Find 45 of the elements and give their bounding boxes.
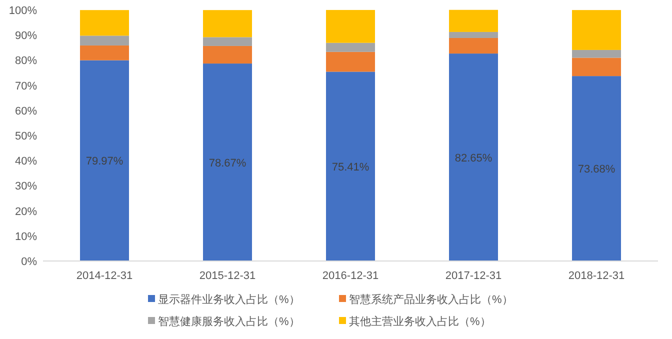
x-tick-label: 2018-12-31 [568,270,625,282]
y-tick-label: 80% [14,55,38,68]
bar [80,45,129,60]
bar [449,38,498,54]
bar [572,10,621,50]
bar [80,36,129,46]
legend-label: 其他主营业务收入占比（%） [349,315,491,328]
bar [326,10,375,43]
bar [572,58,621,76]
bar [572,50,621,58]
bar [203,37,252,46]
y-tick-label: 70% [14,80,38,92]
data-label: 82.65% [454,152,492,164]
x-tick-label: 2017-12-31 [445,270,502,282]
bar [326,72,375,261]
y-tick-label: 20% [14,206,38,218]
x-tick-label: 2014-12-31 [76,270,133,282]
data-label: 75.41% [332,161,370,174]
bar [203,46,252,64]
bar [203,64,252,261]
bar [449,10,498,32]
y-tick-label: 10% [14,230,38,243]
bar [203,10,252,38]
data-label: 73.68% [578,164,616,176]
y-tick-label: 50% [14,130,38,142]
x-tick-label: 2015-12-31 [199,270,256,282]
y-tick-label: 90% [14,30,38,42]
bar [326,52,375,72]
bar [80,10,129,36]
y-tick-label: 60% [14,105,38,118]
y-tick-label: 40% [14,156,38,168]
y-tick-label: 0% [21,256,38,268]
bar [572,76,621,261]
legend-label: 智慧系统产品业务收入占比（%） [349,293,513,306]
bar [449,32,498,38]
y-tick-label: 30% [14,180,38,193]
legend-label: 显示器件业务收入占比（%） [158,293,300,306]
data-label: 79.97% [86,156,124,168]
data-label: 78.67% [208,157,246,170]
bar [326,42,375,52]
bar [449,54,498,261]
legend-label: 智慧健康服务收入占比（%） [158,315,300,328]
x-tick-label: 2016-12-31 [322,270,379,282]
y-tick-label: 100% [8,5,38,17]
bar [80,60,129,261]
